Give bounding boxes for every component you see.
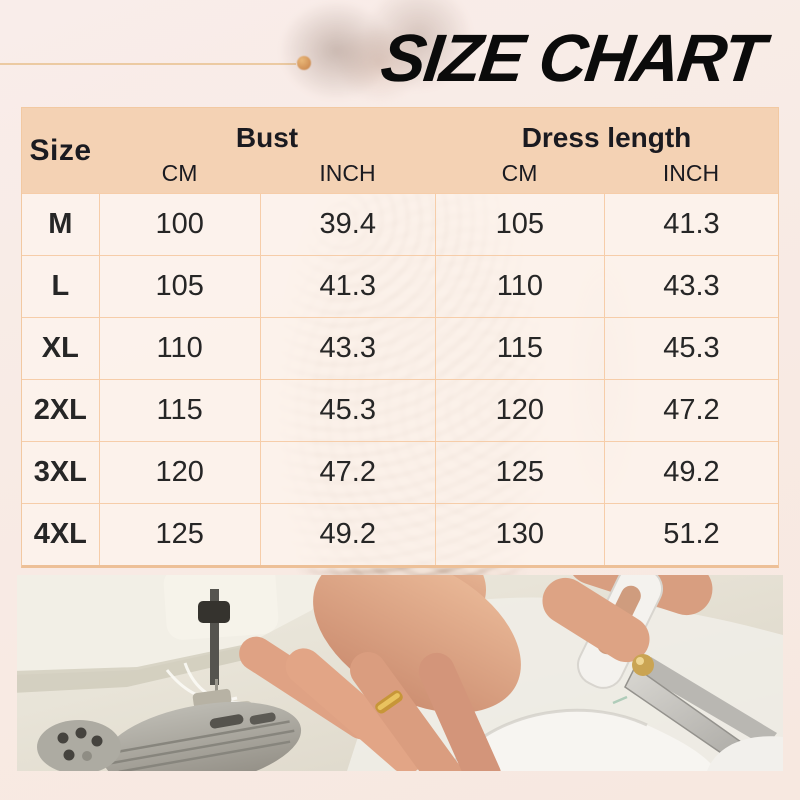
bust-group-label: Bust	[235, 122, 299, 153]
bust-cm-value: 120	[98, 442, 260, 503]
scissors-pivot-screw	[632, 654, 654, 676]
cover-hole-5	[82, 751, 92, 761]
length-cm-value: 120	[434, 380, 604, 441]
table-row: XL 110 43.3 115 45.3	[22, 317, 778, 379]
length-cm-value: 125	[434, 442, 604, 503]
fabric-over-blade	[707, 736, 783, 771]
plate-slot-1	[209, 714, 244, 729]
table-body: M 100 39.4 105 41.3 L 105 41.3 110 43.3 …	[22, 193, 778, 565]
machine-body-shadow	[17, 645, 257, 693]
finger-2	[285, 648, 425, 771]
gold-ring-highlight	[377, 693, 400, 711]
bust-inch-value: 41.3	[259, 256, 435, 317]
dress-cm-header: CM	[501, 160, 538, 186]
scissors-hand	[542, 575, 783, 771]
length-cm-value: 115	[434, 318, 604, 379]
thumb	[542, 577, 650, 663]
bust-cm-value: 110	[98, 318, 260, 379]
length-inch-value: 49.2	[603, 442, 778, 503]
dress-inch-header: INCH	[662, 160, 720, 186]
length-inch-value: 43.3	[603, 256, 778, 317]
decor-horizontal-line	[0, 63, 296, 65]
fabric-fold	[447, 710, 717, 771]
table-row: 2XL 115 45.3 120 47.2	[22, 379, 778, 441]
size-label: 2XL	[33, 394, 87, 426]
size-label: 3XL	[33, 456, 87, 488]
bust-inch-value: 47.2	[259, 442, 435, 503]
length-inch-value: 51.2	[603, 504, 778, 565]
dress-length-header-group: Dress length CM INCH	[435, 108, 778, 193]
screw-highlight	[636, 657, 644, 665]
bobbin-cover	[37, 720, 121, 771]
bust-cm-value: 125	[98, 504, 260, 565]
bust-units: CM INCH	[99, 154, 435, 193]
bust-inch-value: 45.3	[259, 380, 435, 441]
length-cm-value: 130	[434, 504, 604, 565]
finger-3	[350, 651, 466, 771]
bust-cm-value: 100	[98, 194, 260, 255]
bust-cm-value: 115	[98, 380, 260, 441]
finger-4	[418, 652, 502, 771]
size-column-header: Size	[29, 133, 92, 167]
length-inch-value: 45.3	[603, 318, 778, 379]
bust-cm-header: CM	[161, 160, 198, 186]
size-label: M	[48, 208, 73, 240]
needle-clamp	[198, 601, 230, 623]
size-label: 4XL	[33, 518, 87, 550]
upper-finger	[567, 575, 713, 616]
cover-hole-4	[63, 749, 75, 761]
bust-cm-value: 105	[98, 256, 260, 317]
size-label: L	[51, 270, 70, 302]
resting-hand	[239, 575, 521, 771]
sewing-photo	[17, 575, 783, 771]
scissors-blade-back	[643, 657, 777, 747]
table-row: L 105 41.3 110 43.3	[22, 255, 778, 317]
bust-header-group: Bust CM INCH	[99, 108, 435, 193]
length-inch-value: 47.2	[603, 380, 778, 441]
cover-hole-2	[75, 727, 87, 739]
bust-inch-value: 39.4	[259, 194, 435, 255]
bust-inch-value: 49.2	[259, 504, 435, 565]
page-title: SIZE CHART	[377, 21, 768, 96]
sewing-photo-art	[17, 575, 783, 771]
table-row: 4XL 125 49.2 130 51.2	[22, 503, 778, 565]
plate-slot-2	[249, 712, 276, 725]
length-cm-value: 110	[434, 256, 604, 317]
earring-dot	[297, 56, 311, 70]
table-header: Size Bust CM INCH Dress length CM INCH	[22, 108, 778, 193]
bust-inch-value: 43.3	[259, 318, 435, 379]
dress-length-group-label: Dress length	[521, 122, 692, 153]
bust-inch-header: INCH	[319, 160, 376, 186]
dress-length-units: CM INCH	[435, 154, 778, 193]
size-label: XL	[41, 332, 79, 364]
needle-plate	[103, 701, 302, 771]
length-cm-value: 105	[434, 194, 604, 255]
size-table: Size Bust CM INCH Dress length CM INCH M…	[21, 107, 779, 568]
plate-ridges	[110, 720, 295, 771]
length-inch-value: 41.3	[603, 194, 778, 255]
cover-hole-3	[91, 735, 103, 747]
table-row: M 100 39.4 105 41.3	[22, 193, 778, 255]
table-row: 3XL 120 47.2 125 49.2	[22, 441, 778, 503]
needle-bar	[210, 589, 219, 685]
cover-hole-1	[57, 732, 69, 744]
